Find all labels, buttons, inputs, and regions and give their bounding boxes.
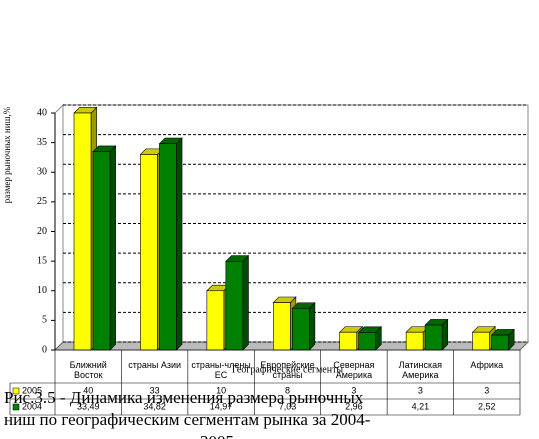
table-value: 40 [83, 385, 93, 395]
bar [159, 143, 177, 351]
bar [491, 334, 509, 351]
x-tick-label: Северная Америка [333, 360, 375, 380]
category-cell: Ближний Восток [69, 360, 107, 380]
table-value: 3 [484, 385, 489, 395]
y-tick-label: 10 [37, 285, 47, 296]
category-cell: Африка [470, 360, 504, 370]
bar [92, 151, 111, 351]
y-tick-label: 40 [37, 107, 47, 118]
bar [405, 331, 424, 351]
bar-side [109, 145, 116, 351]
table-value: 33,49 [77, 401, 100, 411]
y-tick-label: 20 [37, 226, 47, 237]
legend-label: 2004 [22, 401, 42, 411]
category-cell: Северная Америка [333, 360, 375, 380]
bar [291, 308, 310, 351]
legend-label: 2005 [22, 385, 42, 395]
table-value: 4,21 [412, 401, 430, 411]
bar-side [308, 302, 316, 351]
table-value: 2,96 [345, 401, 363, 411]
back-wall [54, 103, 64, 352]
x-tick-label: страны-члены ЕС [191, 360, 251, 380]
x-axis-label: Географические сегменты [232, 364, 344, 375]
x-tick-label: Ближний Восток [69, 360, 107, 380]
table-value: 34,82 [143, 401, 166, 411]
bar [424, 324, 443, 351]
caption: Рис.3.5 - Динамика изменения размера рын… [4, 388, 364, 407]
category-cell: страны Азии [128, 360, 182, 370]
bar [225, 261, 244, 351]
x-tick-label: Латинская Америка [398, 360, 443, 380]
legend-swatch [12, 387, 20, 395]
table-value: 14,97 [210, 401, 233, 411]
y-axis-label: размер рыночных ниш,% [2, 106, 12, 203]
table-value: 8 [285, 385, 290, 395]
y-tick-label: 35 [37, 137, 47, 148]
table-value: 3 [351, 385, 356, 395]
category-cell: Латинская Америка [398, 360, 443, 380]
y-tick-label: 0 [42, 344, 47, 355]
bar [358, 332, 377, 351]
bar-side [176, 137, 183, 351]
legend-swatch [12, 403, 20, 411]
x-tick-label: Европейские страны [260, 360, 315, 380]
bar [272, 302, 291, 351]
bar [206, 290, 225, 351]
bar [73, 112, 92, 351]
caption: 2005 [200, 432, 234, 439]
x-tick-label: Африка [470, 360, 504, 370]
y-tick-label: 15 [37, 255, 47, 266]
bar [472, 331, 490, 351]
bar [339, 331, 358, 351]
category-cell: Европейские страны [260, 360, 315, 380]
y-tick-label: 5 [42, 315, 47, 326]
table-value: 7,03 [279, 401, 297, 411]
table-value: 10 [216, 385, 226, 395]
table-value: 3 [418, 385, 423, 395]
x-tick-label: страны Азии [128, 360, 182, 370]
table-value: 2,52 [478, 401, 496, 411]
bar-side [242, 254, 249, 351]
y-tick-label: 25 [37, 196, 47, 207]
table-value: 33 [150, 385, 160, 395]
bar [140, 154, 158, 351]
caption: ниш по географическим сегментам рынка за… [4, 410, 371, 429]
category-cell: страны-члены ЕС [191, 360, 251, 380]
y-tick-label: 30 [37, 167, 47, 178]
